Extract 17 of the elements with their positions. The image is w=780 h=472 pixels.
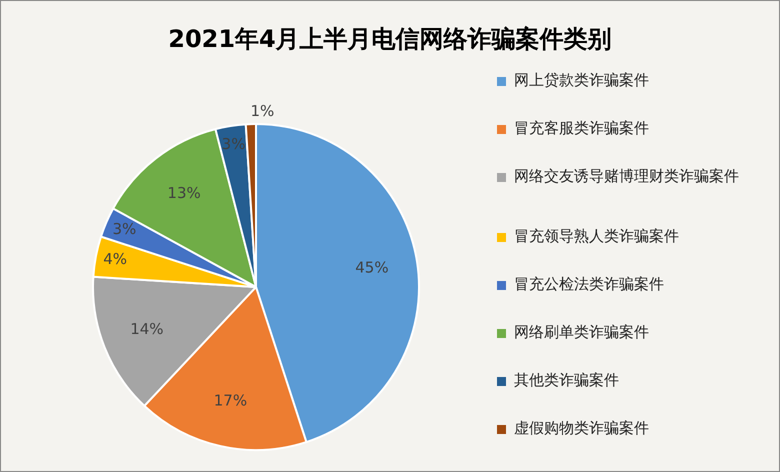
data-label: 45% xyxy=(355,258,389,277)
legend-label: 冒充公检法类诈骗案件 xyxy=(514,275,664,294)
data-label: 4% xyxy=(103,250,127,268)
legend-label: 网络交友诱导赌博理财类诈骗案件 xyxy=(514,167,739,186)
data-label: 14% xyxy=(130,320,164,338)
legend-label: 虚假购物类诈骗案件 xyxy=(514,419,649,438)
data-label: 3% xyxy=(222,135,246,154)
chart-title: 2021年4月上半月电信网络诈骗案件类别 xyxy=(167,24,613,55)
legend-label: 冒充领导熟人类诈骗案件 xyxy=(514,227,679,246)
legend-label: 冒充客服类诈骗案件 xyxy=(514,119,649,138)
data-label: 17% xyxy=(214,391,248,410)
legend-label: 其他类诈骗案件 xyxy=(514,371,619,390)
legend-label: 网上贷款类诈骗案件 xyxy=(514,71,649,90)
data-label: 1% xyxy=(250,102,274,120)
data-label: 3% xyxy=(112,220,136,238)
legend-label: 网络刷单类诈骗案件 xyxy=(514,323,649,342)
data-label: 13% xyxy=(167,184,201,202)
